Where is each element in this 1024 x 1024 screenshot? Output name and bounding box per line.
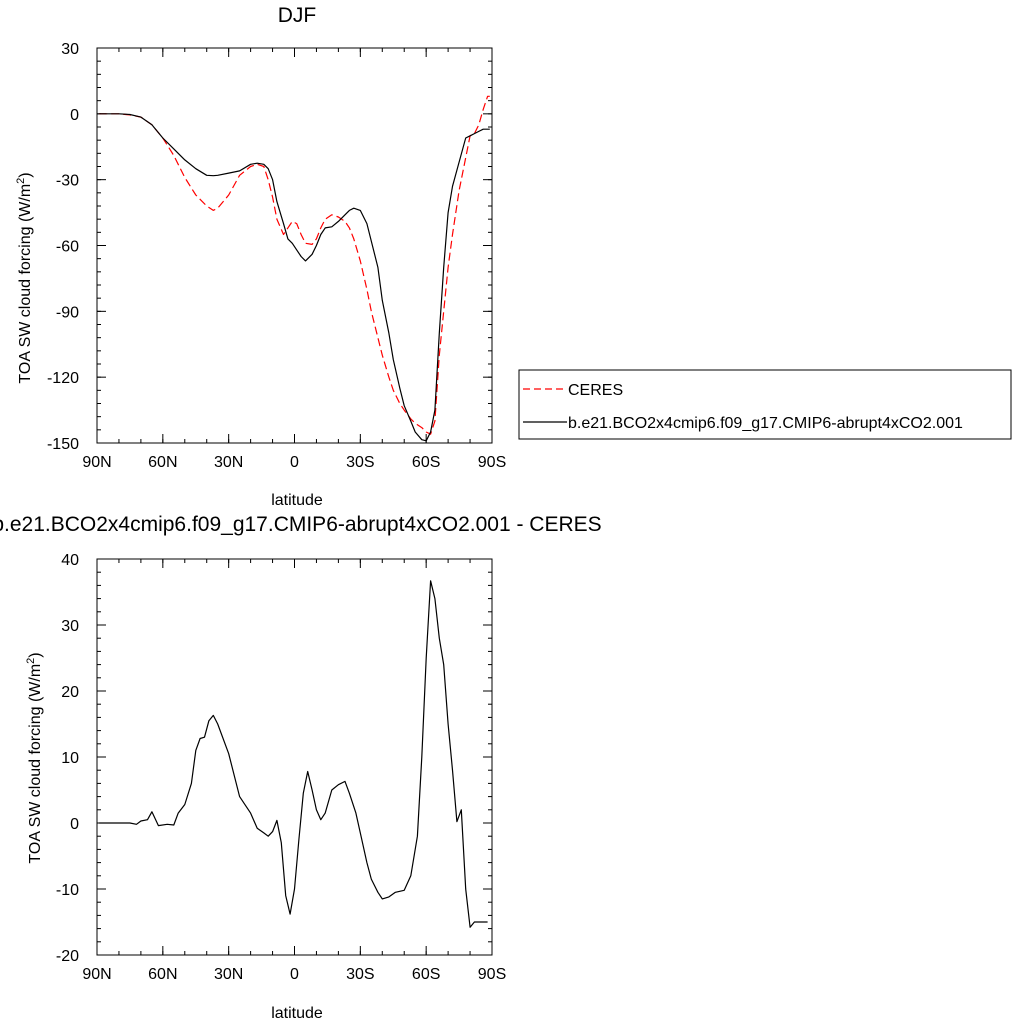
x-tick-label: 30N	[214, 966, 243, 983]
x-tick-label: 60S	[412, 966, 440, 983]
y-tick-label: 0	[70, 816, 79, 833]
x-tick-label: 0	[290, 454, 299, 471]
legend: CERES b.e21.BCO2x4cmip6.f09_g17.CMIP6-ab…	[518, 369, 1012, 440]
x-tick-label: 60N	[148, 966, 177, 983]
bottom-y-axis-label: TOA SW cloud forcing (W/m2)	[25, 652, 44, 863]
bottom-panel: b.e21.BCO2x4cmip6.f09_g17.CMIP6-abrupt4x…	[0, 513, 602, 1022]
y-tick-label: 10	[61, 750, 79, 767]
y-tick-label: 40	[61, 552, 79, 569]
x-tick-label: 30S	[346, 454, 374, 471]
top-chart-title: DJF	[278, 4, 317, 27]
x-tick-label: 90S	[478, 454, 506, 471]
legend-label-model: b.e21.BCO2x4cmip6.f09_g17.CMIP6-abrupt4x…	[568, 415, 963, 432]
y-tick-label: -150	[47, 436, 79, 453]
y-tick-label: -30	[56, 173, 79, 190]
plot-frame	[96, 47, 493, 444]
x-tick-label: 0	[290, 966, 299, 983]
y-tick-label: -10	[56, 882, 79, 899]
x-tick-label: 60S	[412, 454, 440, 471]
y-tick-label: -20	[56, 948, 79, 965]
top-panel: DJF latitude TOA SW cloud forcing (W/m2)…	[15, 4, 506, 509]
x-tick-label: 90N	[82, 966, 111, 983]
legend-label-ceres: CERES	[568, 382, 623, 399]
y-tick-label: -60	[56, 239, 79, 256]
x-tick-label: 60N	[148, 454, 177, 471]
y-tick-label: 0	[70, 107, 79, 124]
top-x-axis-label: latitude	[271, 492, 323, 509]
x-tick-label: 30N	[214, 454, 243, 471]
plot-frame	[96, 558, 493, 956]
ceres-series-line	[99, 95, 490, 435]
top-y-axis-label: TOA SW cloud forcing (W/m2)	[15, 172, 34, 383]
bottom-chart-title: b.e21.BCO2x4cmip6.f09_g17.CMIP6-abrupt4x…	[0, 513, 602, 536]
x-tick-label: 90N	[82, 454, 111, 471]
legend-box	[518, 369, 1012, 440]
y-tick-label: 30	[61, 618, 79, 635]
y-tick-label: 30	[61, 41, 79, 58]
bottom-x-axis-label: latitude	[271, 1005, 323, 1022]
y-tick-label: -90	[56, 304, 79, 321]
y-tick-label: -120	[47, 370, 79, 387]
x-tick-label: 30S	[346, 966, 374, 983]
x-tick-label: 90S	[478, 966, 506, 983]
difference-series-line	[99, 580, 488, 928]
model-series-line	[99, 113, 490, 442]
y-tick-label: 20	[61, 684, 79, 701]
